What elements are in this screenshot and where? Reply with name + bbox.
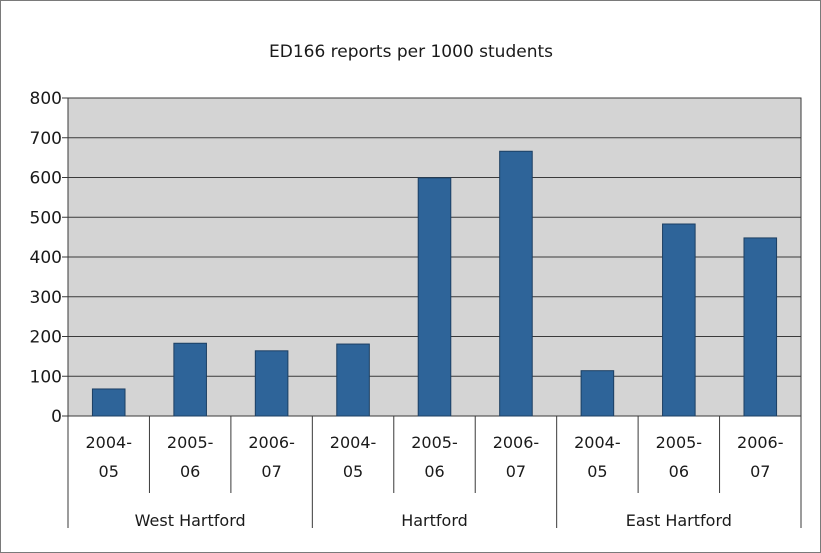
y-tick-label-700: 700: [30, 129, 62, 149]
bar-2-1: [662, 223, 696, 417]
category-label-2-1-line0: 2005-: [656, 433, 703, 452]
category-label-1-1-line1: 06: [424, 462, 444, 481]
y-tick-label-600: 600: [30, 169, 62, 189]
category-label-0-0-line0: 2004-: [85, 433, 132, 452]
y-tick-label-800: 800: [30, 89, 62, 109]
y-tick-label-0: 0: [51, 407, 62, 427]
category-label-1-2-line1: 07: [506, 462, 526, 481]
category-label-0-0-line1: 05: [99, 462, 119, 481]
category-label-2-1-line1: 06: [669, 462, 689, 481]
group-label-2: East Hartford: [626, 511, 732, 530]
category-label-1-0-line0: 2004-: [330, 433, 377, 452]
category-label-1-2-line0: 2006-: [493, 433, 540, 452]
category-label-1-1-line0: 2005-: [411, 433, 458, 452]
bar-0-0: [91, 388, 126, 417]
group-label-0: West Hartford: [135, 511, 246, 530]
chart-title: ED166 reports per 1000 students: [269, 42, 553, 62]
y-tick-label-300: 300: [30, 288, 62, 308]
bar-0-2: [254, 350, 289, 417]
bar-2-0: [580, 370, 615, 417]
plot-area: 0 100 200 300 400 500 600 700 800 2004- 05 2005- 06 2…: [30, 89, 802, 530]
category-label-0-2-line1: 07: [261, 462, 281, 481]
bar-2-2: [743, 237, 778, 417]
category-label-0-1-line0: 2005-: [167, 433, 214, 452]
bar-1-1: [417, 177, 452, 417]
y-tick-label-400: 400: [30, 248, 62, 268]
y-tick-label-100: 100: [30, 367, 62, 387]
category-label-2-2-line0: 2006-: [737, 433, 784, 452]
category-label-0-1-line1: 06: [180, 462, 200, 481]
bar-1-0: [336, 343, 370, 417]
bar-0-1: [173, 342, 207, 417]
category-label-2-0-line0: 2004-: [574, 433, 621, 452]
bar-1-2: [499, 150, 533, 417]
y-tick-label-500: 500: [30, 208, 62, 228]
category-label-2-2-line1: 07: [750, 462, 770, 481]
category-label-1-0-line1: 05: [343, 462, 363, 481]
category-label-2-0-line1: 05: [587, 462, 607, 481]
group-label-1: Hartford: [401, 511, 468, 530]
category-label-0-2-line0: 2006-: [248, 433, 295, 452]
y-tick-label-200: 200: [30, 328, 62, 348]
